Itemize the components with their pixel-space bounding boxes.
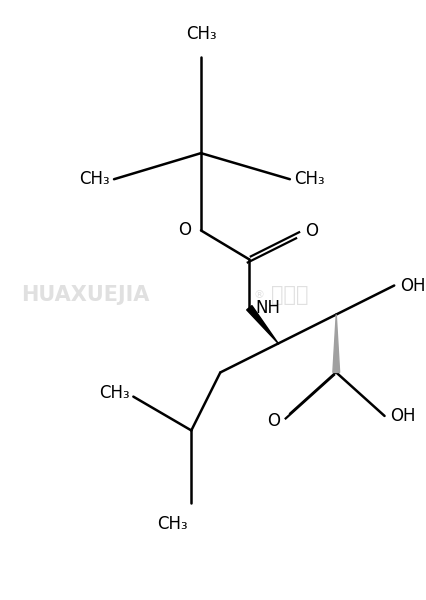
Text: O: O [267,412,279,430]
Text: HUAXUEJIA: HUAXUEJIA [21,285,149,305]
Text: 化学加: 化学加 [270,285,307,305]
Text: CH₃: CH₃ [79,170,110,188]
Text: CH₃: CH₃ [156,515,187,533]
Text: NH: NH [254,299,279,317]
Text: OH: OH [399,277,425,295]
Text: ®: ® [253,290,264,300]
Text: O: O [305,223,317,241]
Text: CH₃: CH₃ [185,25,216,43]
Polygon shape [246,305,278,343]
Text: CH₃: CH₃ [293,170,324,188]
Text: O: O [178,221,191,239]
Text: CH₃: CH₃ [98,384,129,402]
Polygon shape [332,314,339,373]
Text: OH: OH [389,407,415,425]
